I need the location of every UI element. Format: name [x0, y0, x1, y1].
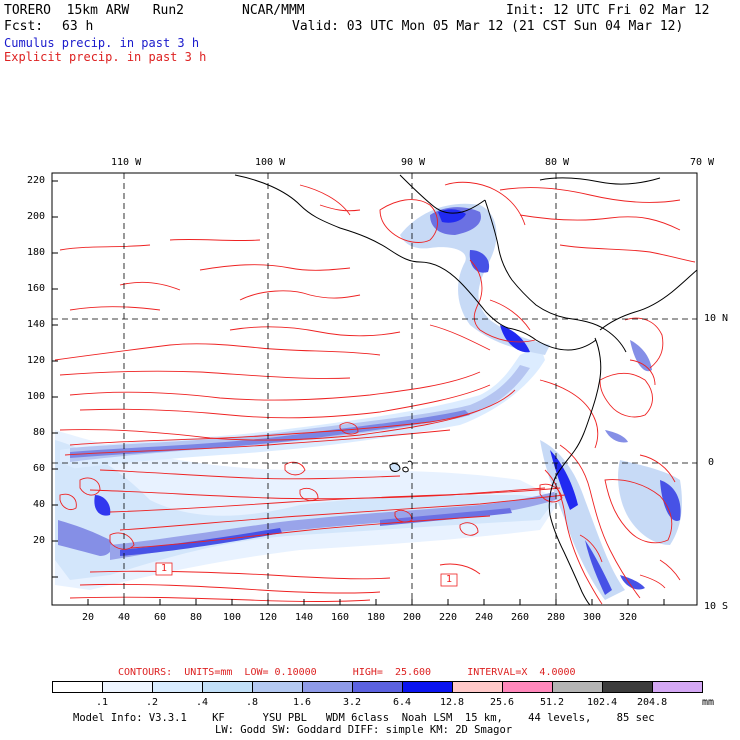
valid-time: Valid: 03 UTC Mon 05 Mar 12 (21 CST Sun … — [292, 19, 684, 34]
colorbar-label: 51.2 — [539, 697, 565, 708]
x-tick: 40 — [118, 612, 131, 623]
colorbar-label: .4 — [195, 697, 209, 708]
cumulus-legend: Cumulus precip. in past 3 h — [4, 36, 200, 50]
map-frame — [51, 172, 698, 606]
colorbar-label: 1.6 — [292, 697, 312, 708]
x-tick: 280 — [547, 612, 566, 623]
explicit-precip-contours — [54, 181, 696, 605]
x-tick: 20 — [82, 612, 95, 623]
forecast-label: Fcst: — [4, 19, 44, 34]
model-info-line2: LW: Godd SW: Goddard DIFF: simple KM: 2D… — [215, 724, 513, 736]
colorbar-units: mm — [702, 697, 715, 708]
colorbar-swatch — [352, 681, 403, 693]
lon-label-110w: 110 W — [111, 157, 142, 168]
colorbar-label: .2 — [145, 697, 159, 708]
colorbar-label: 12.8 — [439, 697, 465, 708]
x-tick: 260 — [511, 612, 530, 623]
y-tick: 140 — [27, 319, 46, 330]
colorbar-swatch — [452, 681, 503, 693]
lon-label-90w: 90 W — [401, 157, 426, 168]
colorbar-swatch — [402, 681, 453, 693]
colorbar-swatch — [652, 681, 703, 693]
box-label-2: 1 — [446, 574, 453, 585]
model-run-title: TORERO 15km ARW Run2 — [4, 3, 185, 18]
y-tick: 60 — [33, 463, 46, 474]
colorbar-label: 3.2 — [342, 697, 362, 708]
explicit-legend: Explicit precip. in past 3 h — [4, 50, 207, 64]
x-tick: 160 — [331, 612, 350, 623]
x-tick: 100 — [223, 612, 242, 623]
box-labels — [155, 562, 458, 587]
colorbar-label: 102.4 — [587, 697, 618, 708]
colorbar-label: 25.6 — [489, 697, 515, 708]
x-tick: 120 — [259, 612, 278, 623]
y-tick: 100 — [27, 391, 46, 402]
colorbar-label: 204.8 — [637, 697, 668, 708]
y-tick: 160 — [27, 283, 46, 294]
lon-label-100w: 100 W — [255, 157, 286, 168]
axis-ticks — [52, 180, 665, 605]
x-tick: 140 — [295, 612, 314, 623]
coastlines — [234, 174, 697, 605]
x-tick: 60 — [154, 612, 167, 623]
x-tick: 320 — [619, 612, 638, 623]
y-tick: 220 — [27, 175, 46, 186]
lat-lon-grid — [52, 173, 697, 605]
lon-label-80w: 80 W — [545, 157, 570, 168]
forecast-hour: 63 h — [62, 19, 94, 34]
colorbar-swatch — [502, 681, 553, 693]
lon-label-70w: 70 W — [690, 157, 715, 168]
lat-label-0: 0 — [708, 457, 715, 468]
y-tick: 40 — [33, 499, 46, 510]
model-info-line1: Model Info: V3.3.1 KF YSU PBL WDM 6class… — [73, 712, 655, 724]
colorbar-label: 6.4 — [392, 697, 412, 708]
x-tick: 220 — [439, 612, 458, 623]
colorbar-label: .8 — [245, 697, 259, 708]
colorbar-swatch — [252, 681, 303, 693]
colorbar-swatch — [602, 681, 653, 693]
colorbar-swatch — [152, 681, 203, 693]
colorbar-swatch — [202, 681, 253, 693]
colorbar-swatch — [102, 681, 153, 693]
y-tick: 80 — [33, 427, 46, 438]
colorbar-swatch — [52, 681, 103, 693]
colorbar-swatch — [552, 681, 603, 693]
lat-label-10n: 10 N — [704, 313, 729, 324]
organization-label: NCAR/MMM — [242, 3, 305, 18]
cumulus-precip-shading — [55, 203, 682, 600]
y-tick: 200 — [27, 211, 46, 222]
x-tick: 80 — [190, 612, 203, 623]
y-tick: 120 — [27, 355, 46, 366]
y-tick: 20 — [33, 535, 46, 546]
contours-info: CONTOURS: UNITS=mm LOW= 0.10000 HIGH= 25… — [118, 667, 576, 678]
x-tick: 200 — [403, 612, 422, 623]
x-tick: 180 — [367, 612, 386, 623]
colorbar-swatch — [302, 681, 353, 693]
y-tick: 180 — [27, 247, 46, 258]
init-time: Init: 12 UTC Fri 02 Mar 12 — [506, 3, 710, 18]
colorbar-label: .1 — [95, 697, 109, 708]
lat-label-10s: 10 S — [704, 601, 729, 612]
x-tick: 240 — [475, 612, 494, 623]
x-tick: 300 — [583, 612, 602, 623]
box-label-1: 1 — [161, 563, 168, 574]
